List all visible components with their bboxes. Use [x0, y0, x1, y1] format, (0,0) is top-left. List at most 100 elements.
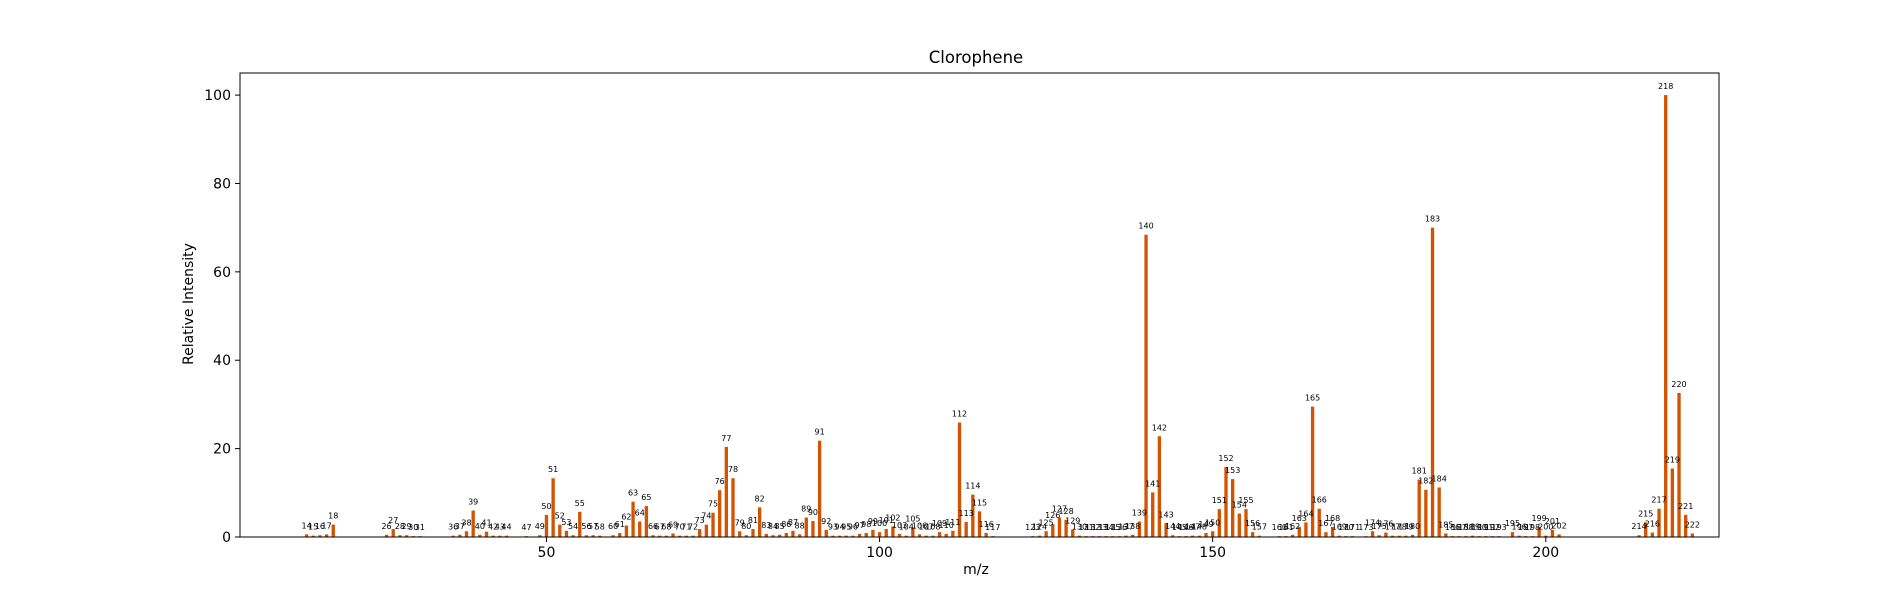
peak-bar — [964, 521, 968, 537]
peak-label: 125 — [1038, 518, 1053, 527]
peak-bar — [1544, 535, 1548, 537]
peak-bar — [1077, 535, 1082, 537]
peak-bar — [1297, 526, 1301, 537]
peak-label: 37 — [455, 522, 465, 531]
peak-label: 128 — [1058, 507, 1073, 516]
peak-bar — [698, 529, 702, 537]
peak-bar — [857, 533, 862, 537]
peak-label: 54 — [568, 522, 578, 531]
peak-label: 110 — [939, 521, 954, 530]
peak-label: 14 — [302, 521, 312, 530]
peak-bar — [877, 532, 882, 537]
peak-label: 170 — [1338, 523, 1353, 532]
peak-label: 144 — [1165, 522, 1180, 531]
peak-bar — [331, 524, 335, 537]
peak-bar — [1650, 532, 1655, 537]
peak-label: 43 — [495, 523, 505, 532]
peak-bar — [1557, 534, 1561, 537]
peak-bar — [711, 512, 715, 537]
peak-label: 214 — [1631, 522, 1646, 531]
peak-label: 132 — [1085, 523, 1100, 532]
peak-label: 61 — [615, 520, 625, 529]
peak-label: 188 — [1458, 523, 1473, 532]
peak-label: 42 — [488, 523, 498, 532]
peak-label: 126 — [1045, 511, 1060, 520]
peak-bar — [1237, 513, 1241, 537]
peak-label: 78 — [728, 465, 738, 474]
peak-bar — [498, 535, 502, 537]
peak-bar — [911, 527, 915, 537]
peak-bar — [404, 535, 409, 537]
peak-bar — [1057, 517, 1062, 537]
peak-label: 140 — [1138, 222, 1153, 231]
peak-label: 124 — [1032, 523, 1047, 532]
peak-label: 163 — [1292, 514, 1307, 523]
peak-label: 106 — [912, 521, 927, 530]
peak-label: 222 — [1685, 520, 1700, 529]
peak-bar — [1137, 521, 1142, 537]
peak-bar — [744, 535, 748, 537]
peak-label: 87 — [788, 518, 798, 527]
peak-bar — [1244, 509, 1248, 537]
peak-label: 180 — [1405, 522, 1420, 531]
peak-label: 152 — [1218, 454, 1233, 463]
peak-label: 99 — [868, 517, 878, 526]
peak-label: 90 — [808, 508, 818, 517]
peak-bar — [664, 535, 669, 537]
peak-label: 138 — [1125, 522, 1140, 531]
x-tick-label: 100 — [866, 545, 893, 561]
peak-label: 62 — [621, 513, 631, 522]
peak-bar — [1217, 509, 1221, 537]
peak-bar — [1657, 508, 1661, 537]
peak-label: 85 — [775, 522, 785, 531]
peak-label: 94 — [834, 523, 844, 532]
peak-label: 201 — [1545, 517, 1560, 526]
peak-bar — [611, 535, 615, 537]
peak-label: 70 — [675, 523, 685, 532]
peak-bar — [1550, 529, 1555, 537]
peak-bar — [851, 535, 855, 537]
peak-label: 149 — [1198, 520, 1213, 529]
peak-bar — [571, 535, 575, 537]
peak-bar — [757, 507, 762, 537]
peak-label: 17 — [322, 521, 332, 530]
peak-label: 147 — [1185, 523, 1200, 532]
peak-bar — [718, 490, 722, 537]
peak-bar — [1250, 532, 1255, 537]
peak-label: 175 — [1372, 522, 1387, 531]
peak-label: 109 — [932, 519, 947, 528]
peak-bar — [891, 526, 895, 537]
peak-bar — [1317, 508, 1321, 537]
peak-label: 162 — [1285, 522, 1300, 531]
peak-label: 113 — [959, 509, 974, 518]
peak-label: 76 — [715, 477, 725, 486]
peak-bar — [591, 535, 595, 537]
peak-label: 156 — [1245, 519, 1260, 528]
peak-label: 157 — [1252, 523, 1267, 532]
peak-bar — [1470, 535, 1475, 537]
peak-bar — [957, 422, 962, 537]
y-tick-label: 0 — [222, 530, 231, 546]
peak-label: 49 — [535, 522, 545, 531]
peak-label: 135 — [1105, 523, 1120, 532]
peak-label: 117 — [985, 523, 1000, 532]
peak-label: 199 — [1531, 514, 1546, 523]
peak-label: 101 — [879, 516, 894, 525]
peak-label: 133 — [1092, 523, 1107, 532]
peak-label: 41 — [481, 519, 491, 528]
peak-label: 215 — [1638, 509, 1653, 518]
peak-label: 136 — [1112, 523, 1127, 532]
peak-bar — [318, 535, 322, 537]
peak-label: 28 — [395, 522, 405, 531]
peak-label: 68 — [661, 523, 671, 532]
peak-label: 176 — [1378, 520, 1393, 529]
peak-bar — [804, 517, 808, 537]
peak-label: 39 — [468, 497, 478, 506]
peak-bar — [1424, 489, 1428, 537]
peak-bar — [1124, 535, 1128, 537]
peak-bar — [1144, 234, 1148, 538]
peak-label: 93 — [828, 523, 838, 532]
peak-label: 58 — [595, 523, 605, 532]
peak-label: 198 — [1525, 523, 1540, 532]
peak-bar — [764, 533, 768, 537]
